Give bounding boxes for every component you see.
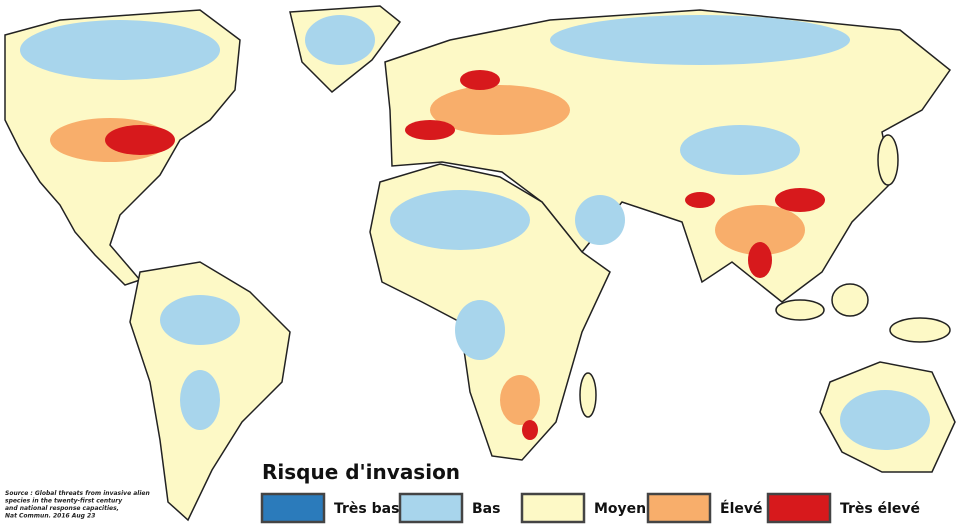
sumatra [775,299,825,321]
legend-swatch [646,492,712,524]
legend-label: Moyen [594,501,646,517]
madagascar [579,372,597,418]
eurasia [384,9,952,303]
legend-label: Bas [472,501,500,517]
borneo [831,283,869,317]
legend-title: Risque d'invasion [262,460,460,484]
source-note: Source : Global threats from invasive al… [5,490,150,520]
legend-swatch [398,492,464,524]
legend-swatch [766,492,832,524]
legend-label: Très élevé [840,501,920,517]
legend-label: Très bas [334,501,399,517]
legend-swatch [260,492,326,524]
source-line: and national response capacities, [5,505,119,512]
legend: Très bas Bas Moyen Élevé Très élevé [260,492,920,524]
source-line: Nat Commun. 2016 Aug 23 [5,513,95,520]
risk-patches [20,15,930,450]
source-line: Source : Global threats from invasive al… [5,490,150,497]
legend-label: Élevé [720,500,762,517]
new-guinea [889,317,951,343]
japan [877,134,899,186]
legend-swatch [520,492,586,524]
source-line: species in the twenty-first century [5,498,123,505]
